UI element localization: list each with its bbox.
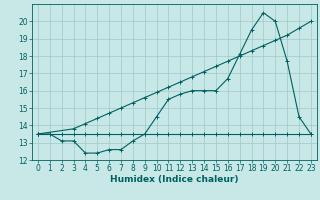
X-axis label: Humidex (Indice chaleur): Humidex (Indice chaleur) [110,175,239,184]
